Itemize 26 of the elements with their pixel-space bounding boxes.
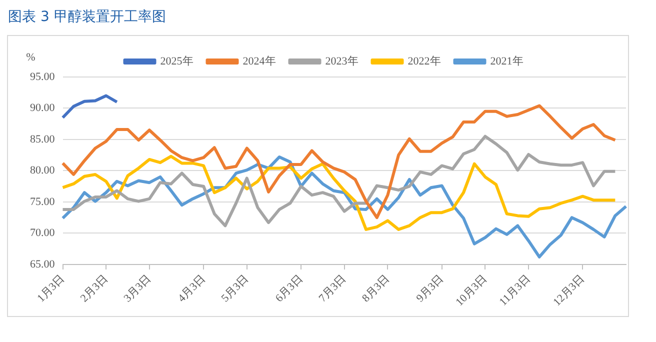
x-tick-label: 8月3日 bbox=[360, 272, 392, 305]
legend-label: 2023年 bbox=[325, 55, 358, 68]
x-tick-label: 12月3日 bbox=[551, 272, 587, 308]
x-tick-label: 2月3日 bbox=[78, 272, 110, 305]
x-tick-label: 1月3日 bbox=[35, 272, 67, 305]
y-tick-label: 80.00 bbox=[30, 164, 56, 177]
y-tick-label: 90.00 bbox=[30, 102, 56, 114]
x-tick-label: 4月3日 bbox=[176, 272, 208, 305]
y-tick-label: 85.00 bbox=[30, 133, 56, 146]
legend-label: 2025年 bbox=[160, 55, 194, 68]
y-tick-label: 70.00 bbox=[30, 227, 56, 240]
y-axis-title: % bbox=[26, 51, 36, 64]
x-tick-label: 3月3日 bbox=[122, 272, 154, 305]
y-tick-label: 65.00 bbox=[30, 258, 56, 270]
y-tick-label: 95.00 bbox=[30, 70, 56, 83]
legend-label: 2024年 bbox=[242, 55, 276, 68]
y-tick-label: 75.00 bbox=[30, 196, 56, 208]
x-tick-label: 9月3日 bbox=[414, 272, 446, 305]
chart-title: 图表 3 甲醇装置开工率图 bbox=[8, 8, 166, 26]
x-tick-label: 6月3日 bbox=[273, 272, 306, 305]
x-tick-label: 10月3日 bbox=[454, 272, 490, 308]
x-tick-label: 5月3日 bbox=[219, 272, 252, 305]
legend-label: 2022年 bbox=[408, 55, 441, 68]
x-tick-label: 7月3日 bbox=[316, 272, 349, 305]
legend-label: 2021年 bbox=[490, 55, 524, 68]
x-tick-label: 11月3日 bbox=[497, 272, 533, 308]
